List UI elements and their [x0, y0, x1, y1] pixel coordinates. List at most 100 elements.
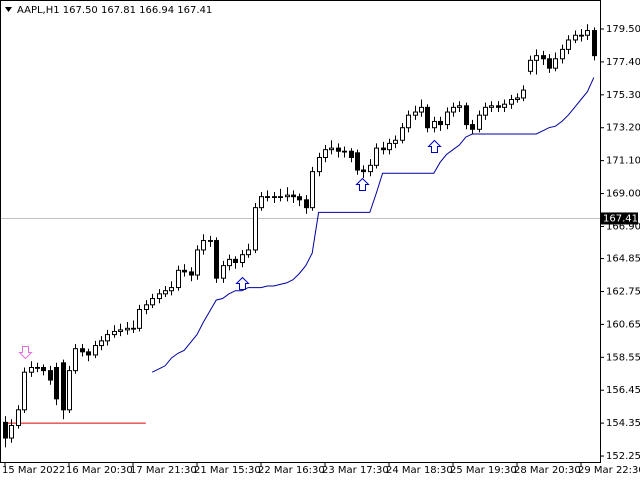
y-tick-label: 162.75 [606, 286, 640, 297]
candle-body [573, 34, 578, 41]
y-tick-label: 156.45 [606, 385, 640, 396]
candle-body [208, 240, 213, 242]
candle-body [144, 304, 149, 311]
candle-body [483, 106, 488, 116]
candle-body [534, 55, 539, 61]
x-tick-label: 22 Mar 16:30 [258, 465, 325, 476]
candle-body [48, 370, 53, 381]
candle-body [342, 150, 347, 153]
candle-body [112, 330, 117, 336]
candle-body [29, 367, 34, 373]
candle-body [445, 111, 450, 126]
candle-body [182, 269, 187, 273]
candle-body [285, 194, 290, 198]
candle-body [381, 147, 386, 151]
candle-body [99, 340, 104, 347]
candle-body [496, 105, 501, 108]
menu-triangle[interactable] [5, 7, 12, 12]
candle-body [509, 99, 514, 105]
candle-body [310, 171, 315, 209]
candle-body [553, 58, 558, 69]
y-tick-label: 173.20 [606, 123, 640, 134]
candle-body [323, 149, 328, 159]
plot-frame [0, 0, 601, 463]
candle-body [9, 424, 14, 439]
candle-body [221, 265, 226, 279]
candle-body [73, 348, 78, 372]
candle-body [131, 327, 136, 330]
candle-body [592, 30, 597, 57]
sell-arrow [18, 346, 33, 360]
candle-body [304, 199, 309, 209]
x-tick-label: 28 Mar 20:30 [514, 465, 581, 476]
candle-body [470, 124, 475, 130]
candle-body [297, 196, 302, 201]
candle-body [214, 240, 219, 279]
y-tick-label: 160.65 [606, 319, 640, 330]
candle-body [464, 105, 469, 126]
candle-body [393, 139, 398, 144]
candle-body [579, 34, 584, 37]
candle-body [169, 287, 174, 292]
candle-body [176, 269, 181, 289]
candle-body [3, 421, 8, 439]
candle-body [163, 290, 168, 295]
candle-body [272, 196, 277, 198]
candle-body [368, 164, 373, 173]
x-tick-label: 23 Mar 17:30 [322, 465, 389, 476]
chart-title: AAPL,H1 167.50 167.81 166.94 167.41 [17, 5, 212, 16]
candle-body [425, 106, 430, 129]
candle-body [227, 258, 232, 267]
y-tick-label: 152.25 [606, 451, 640, 462]
y-tick-label: 171.10 [606, 156, 640, 167]
candle-body [16, 409, 21, 426]
candle-body [54, 367, 59, 400]
candle-body [329, 147, 334, 151]
candle-body [541, 55, 546, 60]
y-tick-label: 154.35 [606, 418, 640, 429]
candle-body [566, 39, 571, 50]
candle-body [67, 370, 72, 411]
candle-body [265, 196, 270, 198]
candle-body [432, 120, 437, 129]
candle-body [355, 152, 360, 171]
candle-body [240, 254, 245, 264]
x-tick-label: 17 Mar 21:30 [130, 465, 197, 476]
y-tick-label: 164.85 [606, 254, 640, 265]
candle-body [278, 196, 283, 198]
candle-body [406, 114, 411, 129]
candle-body [125, 327, 130, 331]
candle-body [137, 309, 142, 329]
candle-body [438, 120, 443, 126]
x-tick-label: 24 Mar 18:30 [386, 465, 453, 476]
candle-body [22, 371, 27, 411]
last-price-label: 167.41 [603, 213, 638, 224]
candle-body [86, 351, 91, 356]
candle-body [41, 367, 46, 372]
candle-body [457, 105, 462, 108]
candle-body [502, 103, 507, 108]
candle-body [336, 147, 341, 152]
x-tick-label: 29 Mar 22:30 [578, 465, 640, 476]
x-tick-label: 15 Mar 2022 [2, 465, 65, 476]
candle-body [547, 58, 552, 69]
candle-body [291, 194, 296, 198]
candle-body [477, 114, 482, 130]
candle-body [400, 127, 405, 141]
y-tick-label: 177.40 [606, 57, 640, 68]
y-tick-label: 169.00 [606, 189, 640, 200]
candle-body [35, 367, 40, 369]
candle-body [489, 105, 494, 108]
x-tick-label: 25 Mar 19:30 [450, 465, 517, 476]
candle-body [451, 106, 456, 113]
candle-body [61, 362, 66, 411]
candle-body [105, 334, 110, 342]
y-tick-label: 158.55 [606, 352, 640, 363]
candle-body [585, 30, 590, 36]
candle-body [195, 249, 200, 276]
candle-body [419, 106, 424, 113]
last-price-box [600, 212, 638, 225]
candle-body [387, 142, 392, 151]
y-tick-label: 175.30 [606, 90, 640, 101]
